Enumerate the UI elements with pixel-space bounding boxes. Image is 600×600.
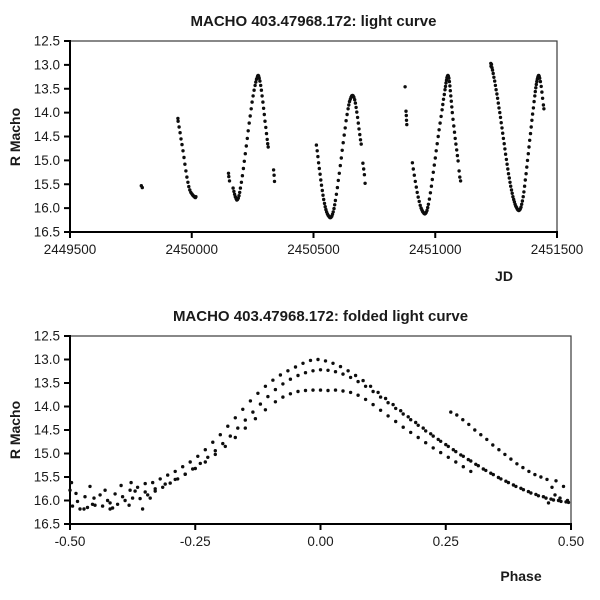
y-tick-label: 15.5 [34, 177, 60, 192]
x-tick-label: 2451500 [531, 242, 584, 257]
x-tick-label: 2451000 [409, 242, 462, 257]
x-tick-label: 0.25 [433, 534, 459, 549]
x-tick-label: -0.50 [55, 534, 86, 549]
x-tick-label: 0.50 [558, 534, 584, 549]
y-tick-label: 13.5 [34, 81, 60, 96]
y-tick-label: 13.0 [34, 57, 60, 72]
y-axis-ticks: 12.5 13.0 13.5 14.0 14.5 15.0 15.5 16.0 16.5 [34, 34, 70, 240]
r-macho-axis-label-top: R Macho [7, 107, 23, 167]
y-tick-label: 15.5 [34, 470, 60, 485]
y-tick-label: 13.0 [34, 352, 60, 367]
y-tick-label: 14.5 [34, 423, 60, 438]
x-axis-ticks: -0.50 -0.25 0.00 0.25 0.50 [55, 524, 584, 549]
data-points [139, 61, 546, 220]
folded-light-curve-title: MACHO 403.47968.172: folded light curve [172, 308, 469, 325]
light-curve-title: MACHO 403.47968.172: light curve [190, 13, 437, 30]
chart-0: 12.513.013.514.014.515.015.516.016.52449… [34, 34, 584, 258]
y-tick-label: 12.5 [34, 34, 60, 49]
y-axis-ticks: 12.5 13.0 13.5 14.0 14.5 15.0 15.5 16.0 16.5 [34, 329, 70, 532]
data-points [68, 357, 571, 511]
chart-1: 12.513.013.514.014.515.015.516.016.5-0.5… [34, 329, 584, 550]
y-tick-label: 15.0 [34, 153, 60, 168]
x-axis-ticks: 2449500 2450000 2450500 2451000 2451500 [44, 232, 584, 257]
phase-axis-label: Phase [500, 568, 542, 584]
y-tick-label: 16.5 [34, 517, 60, 532]
y-tick-label: 14.0 [34, 399, 60, 414]
y-tick-label: 14.0 [34, 105, 60, 120]
y-tick-label: 16.5 [34, 225, 60, 240]
plot-area [69, 335, 572, 525]
jd-axis-label: JD [495, 268, 513, 284]
x-tick-label: 2450500 [287, 242, 340, 257]
x-tick-label: 2450000 [165, 242, 218, 257]
y-tick-label: 15.0 [34, 446, 60, 461]
y-tick-label: 16.0 [34, 493, 60, 508]
y-tick-label: 16.0 [34, 201, 60, 216]
plot-area [69, 40, 558, 233]
r-macho-axis-label-bottom: R Macho [7, 400, 23, 460]
x-tick-label: -0.25 [180, 534, 211, 549]
y-tick-label: 14.5 [34, 129, 60, 144]
x-tick-label: 2449500 [44, 242, 97, 257]
y-tick-label: 12.5 [34, 329, 60, 344]
x-tick-label: 0.00 [307, 534, 333, 549]
y-tick-label: 13.5 [34, 376, 60, 391]
